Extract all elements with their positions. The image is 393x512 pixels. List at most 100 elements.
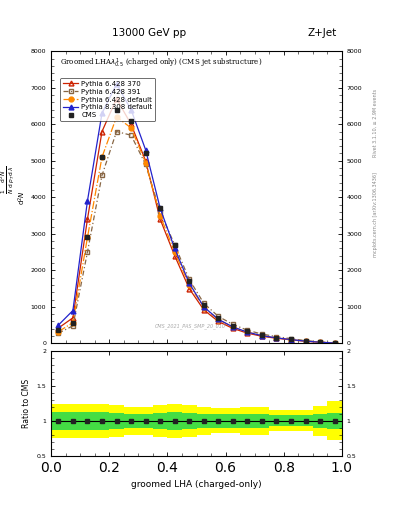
Pythia 6.428 370: [71, 315, 75, 321]
Pythia 6.428 default: [114, 114, 119, 120]
Pythia 6.428 370: [158, 216, 163, 222]
Bar: [80, 403, 95, 438]
Bar: [182, 413, 196, 429]
CMS: [231, 323, 235, 329]
Pythia 6.428 370: [318, 339, 323, 346]
Pythia 6.428 default: [202, 305, 206, 311]
Bar: [95, 403, 109, 438]
Pythia 8.308 default: [56, 322, 61, 328]
CMS: [114, 106, 119, 113]
Pythia 6.428 370: [245, 330, 250, 336]
Pythia 6.428 391: [260, 331, 264, 337]
Pythia 6.428 370: [216, 318, 221, 325]
Pythia 6.428 391: [71, 323, 75, 329]
Pythia 8.308 default: [158, 205, 163, 211]
Bar: [269, 415, 284, 426]
Text: CMS_2021_PAS_SMP_20_010: CMS_2021_PAS_SMP_20_010: [155, 323, 226, 329]
Pythia 6.428 391: [216, 313, 221, 319]
Bar: [138, 414, 153, 428]
Pythia 8.308 default: [289, 336, 294, 343]
Bar: [66, 412, 80, 430]
Line: Pythia 6.428 370: Pythia 6.428 370: [56, 96, 337, 346]
CMS: [143, 151, 148, 157]
Y-axis label: $\mathrm{d}^2N$: $\mathrm{d}^2N$: [17, 190, 28, 205]
Pythia 6.428 391: [114, 129, 119, 135]
Y-axis label: Ratio to CMS: Ratio to CMS: [22, 379, 31, 428]
Bar: [167, 412, 182, 430]
Bar: [66, 403, 80, 438]
Pythia 8.308 default: [332, 340, 337, 346]
Bar: [284, 411, 298, 431]
Pythia 6.428 370: [187, 286, 192, 292]
Pythia 6.428 391: [56, 330, 61, 336]
Pythia 6.428 370: [260, 333, 264, 339]
Pythia 6.428 default: [100, 154, 105, 160]
Bar: [269, 411, 284, 431]
Pythia 8.308 default: [143, 147, 148, 153]
Pythia 6.428 391: [202, 300, 206, 306]
Line: Pythia 6.428 default: Pythia 6.428 default: [56, 115, 337, 346]
Pythia 6.428 370: [274, 335, 279, 342]
Pythia 6.428 391: [187, 276, 192, 283]
Line: Pythia 6.428 391: Pythia 6.428 391: [56, 129, 337, 345]
Pythia 6.428 default: [187, 282, 192, 288]
Pythia 6.428 391: [173, 242, 177, 248]
Pythia 6.428 391: [100, 173, 105, 179]
Pythia 6.428 391: [129, 132, 134, 138]
Pythia 6.428 default: [332, 340, 337, 346]
Bar: [240, 407, 255, 435]
Pythia 8.308 default: [187, 280, 192, 286]
Pythia 6.428 default: [303, 338, 308, 344]
Bar: [226, 414, 240, 428]
Bar: [80, 412, 95, 430]
Pythia 8.308 default: [114, 81, 119, 87]
Pythia 6.428 391: [332, 340, 337, 346]
Line: Pythia 8.308 default: Pythia 8.308 default: [56, 81, 337, 346]
Bar: [313, 406, 327, 436]
Pythia 6.428 391: [303, 337, 308, 344]
Pythia 6.428 default: [143, 160, 148, 166]
Pythia 6.428 370: [202, 307, 206, 313]
Bar: [327, 413, 342, 429]
Pythia 6.428 default: [274, 335, 279, 341]
Pythia 6.428 391: [143, 161, 148, 167]
Pythia 8.308 default: [216, 316, 221, 323]
CMS: [129, 118, 134, 124]
Pythia 8.308 default: [231, 324, 235, 330]
Bar: [138, 407, 153, 435]
CMS: [332, 340, 337, 346]
Pythia 6.428 370: [129, 121, 134, 127]
Pythia 8.308 default: [274, 335, 279, 341]
CMS: [289, 336, 294, 343]
CMS: [100, 154, 105, 160]
Pythia 6.428 370: [114, 96, 119, 102]
Pythia 8.308 default: [245, 329, 250, 335]
Pythia 6.428 default: [71, 319, 75, 326]
CMS: [318, 339, 323, 345]
Pythia 8.308 default: [85, 198, 90, 204]
CMS: [216, 315, 221, 321]
Bar: [124, 407, 138, 435]
Pythia 8.308 default: [303, 338, 308, 344]
Pythia 6.428 370: [289, 337, 294, 343]
Bar: [313, 414, 327, 428]
Pythia 8.308 default: [202, 304, 206, 310]
Legend: Pythia 6.428 370, Pythia 6.428 391, Pythia 6.428 default, Pythia 8.308 default, : Pythia 6.428 370, Pythia 6.428 391, Pyth…: [61, 78, 155, 121]
Bar: [255, 407, 269, 435]
Bar: [51, 403, 66, 438]
Bar: [298, 411, 313, 431]
Pythia 8.308 default: [173, 245, 177, 251]
Bar: [153, 405, 167, 437]
Pythia 8.308 default: [129, 106, 134, 113]
Pythia 6.428 default: [85, 234, 90, 241]
Pythia 6.428 default: [260, 332, 264, 338]
Bar: [167, 403, 182, 438]
Pythia 6.428 391: [231, 322, 235, 328]
Pythia 6.428 370: [100, 129, 105, 135]
X-axis label: groomed LHA (charged-only): groomed LHA (charged-only): [131, 480, 262, 489]
Pythia 6.428 default: [289, 336, 294, 343]
Bar: [95, 412, 109, 430]
Bar: [298, 415, 313, 426]
Bar: [211, 409, 226, 434]
CMS: [85, 234, 90, 241]
